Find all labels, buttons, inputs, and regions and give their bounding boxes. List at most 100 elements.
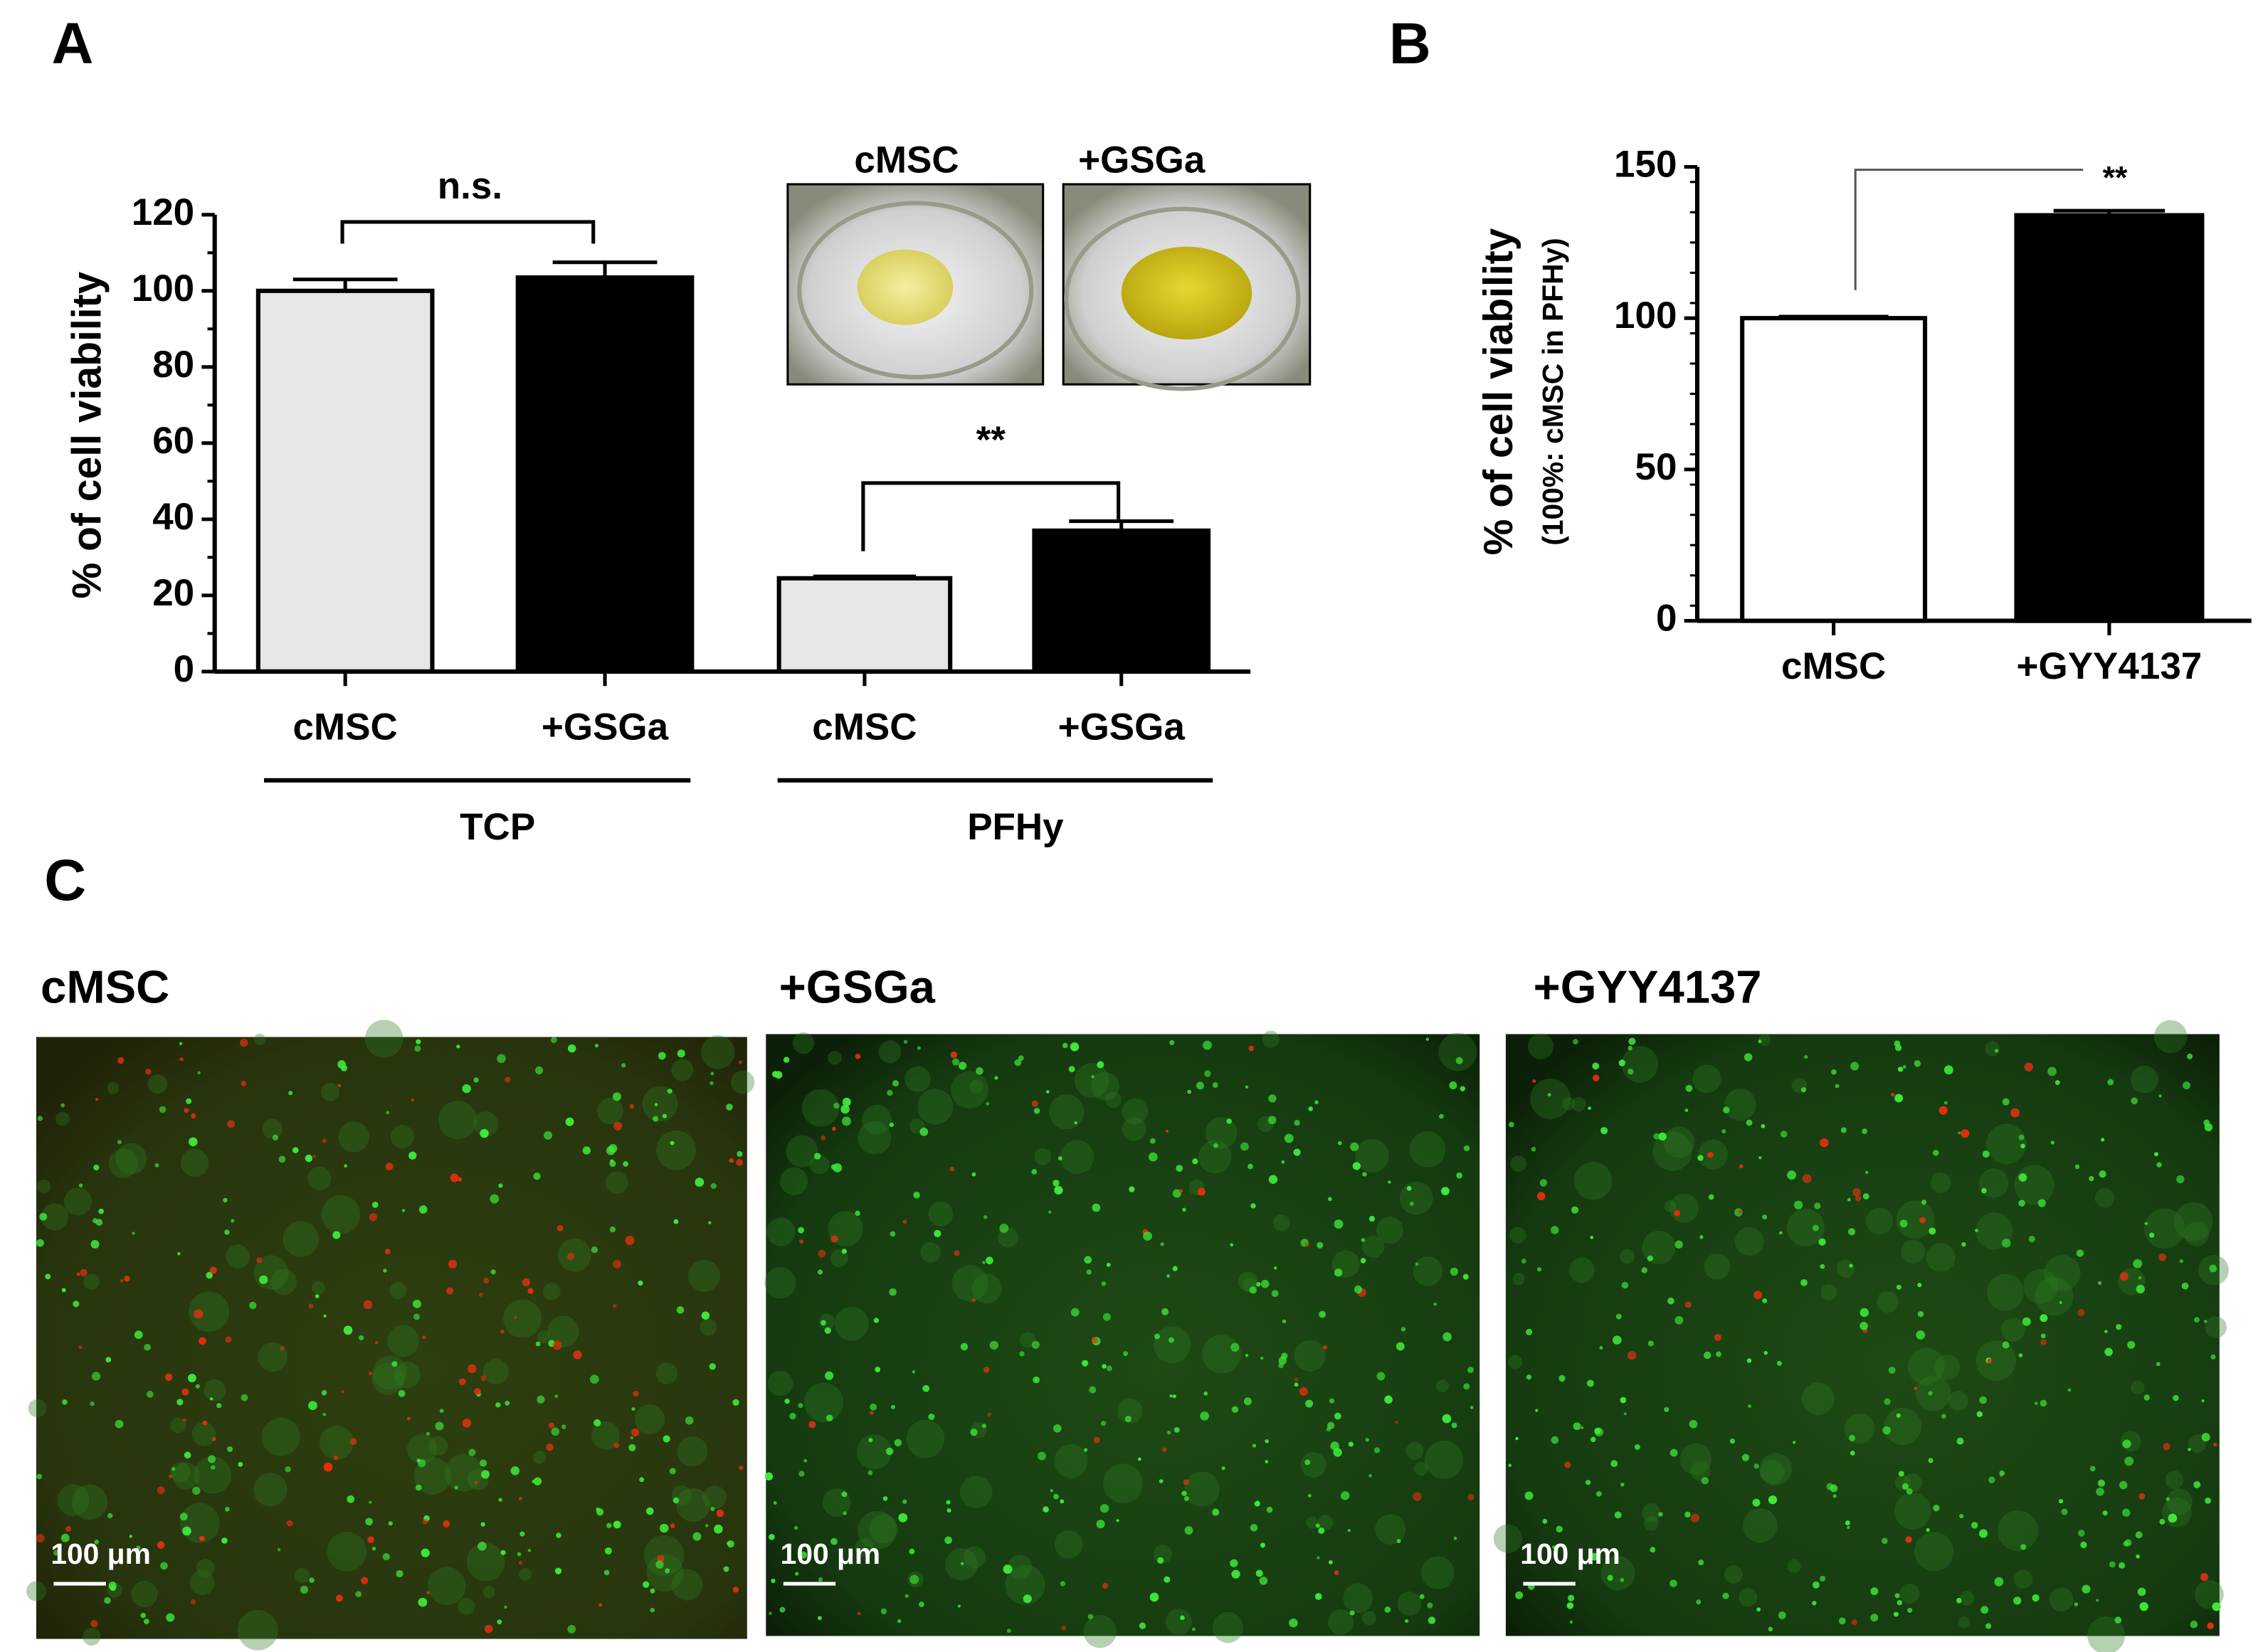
live-cell: [1768, 1626, 1773, 1632]
blur-cell: [917, 1089, 954, 1125]
live-cell: [2102, 1510, 2108, 1516]
live-cell: [1082, 1360, 1089, 1367]
blur-cell: [596, 1097, 624, 1125]
live-cell: [1896, 1413, 1901, 1418]
live-cell: [814, 1153, 821, 1160]
live-cell: [1406, 1186, 1412, 1191]
blur-cell: [1837, 1259, 1855, 1278]
blur-cell: [547, 1315, 579, 1347]
blur-cell: [1049, 1094, 1085, 1130]
dead-cell: [1165, 1129, 1169, 1133]
live-cell: [784, 1398, 790, 1404]
live-cell: [976, 1067, 983, 1075]
dead-cell: [190, 1599, 196, 1605]
live-cell: [1850, 1061, 1860, 1071]
dead-cell: [1938, 1106, 1948, 1115]
live-cell: [1894, 1094, 1904, 1103]
blur-cell: [2144, 1208, 2185, 1249]
live-cell: [347, 1495, 355, 1503]
live-cell: [1107, 1365, 1112, 1372]
live-cell: [669, 1468, 676, 1475]
y-tick-label: 0: [1656, 598, 1677, 640]
dead-cell: [1334, 1570, 1339, 1575]
dead-cell: [225, 1336, 232, 1343]
live-cell: [462, 1084, 471, 1094]
y-tick-label: 80: [152, 344, 194, 386]
live-cell: [892, 1080, 899, 1087]
live-cell: [343, 1325, 353, 1335]
live-cell: [825, 1414, 833, 1421]
blur-cell: [671, 1569, 703, 1601]
micrograph: [1493, 1020, 2229, 1652]
live-cell: [764, 1472, 774, 1481]
live-cell: [308, 1401, 317, 1410]
live-cell: [1441, 1187, 1450, 1196]
blur-cell: [180, 1148, 209, 1177]
live-cell: [1978, 1529, 1988, 1538]
live-cell: [2018, 1173, 2027, 1182]
dead-cell: [625, 1236, 635, 1246]
live-cell: [1043, 1506, 1049, 1513]
live-cell: [1084, 1448, 1088, 1452]
live-cell: [1581, 1426, 1584, 1429]
live-cell: [840, 1104, 850, 1114]
live-cell: [2028, 1235, 2035, 1243]
blur-cell: [63, 1187, 93, 1216]
dead-cell: [426, 1591, 430, 1594]
live-cell: [323, 1314, 327, 1318]
live-cell: [277, 1547, 281, 1552]
live-cell: [2143, 1394, 2150, 1401]
blur-cell: [1600, 1556, 1635, 1591]
live-cell: [1835, 1084, 1840, 1089]
live-cell: [1037, 1451, 1046, 1461]
dead-cell: [1852, 1188, 1861, 1197]
blur-cell: [1343, 1583, 1373, 1614]
live-cell: [2074, 1164, 2080, 1170]
live-cell: [171, 1466, 176, 1471]
live-cell: [1697, 1155, 1704, 1161]
live-cell: [769, 1534, 775, 1540]
live-cell: [62, 1399, 68, 1405]
live-cell: [1400, 1327, 1406, 1332]
live-cell: [1847, 1525, 1850, 1530]
live-cell: [2158, 1094, 2162, 1098]
live-cell: [1172, 1266, 1178, 1271]
micrograph-bg: [766, 1034, 1480, 1636]
live-cell: [1650, 1547, 1656, 1553]
blur-cell: [1571, 1096, 1586, 1112]
live-cell: [825, 1371, 834, 1380]
live-cell: [799, 1551, 807, 1559]
live-cell: [1212, 1082, 1218, 1089]
live-cell: [396, 1569, 403, 1578]
blur-cell: [642, 1086, 678, 1122]
blur-cell: [766, 1217, 796, 1246]
live-cell: [1830, 1484, 1838, 1493]
blur-cell: [321, 1195, 361, 1234]
dead-cell: [95, 1098, 99, 1101]
live-cell: [2176, 1175, 2185, 1184]
live-cell: [779, 1606, 786, 1613]
blur-cell: [834, 1306, 869, 1341]
dead-cell: [422, 1518, 428, 1525]
live-cell: [60, 1103, 65, 1108]
dead-cell: [474, 1387, 481, 1395]
dead-cell: [411, 1098, 415, 1102]
live-cell: [2190, 1620, 2198, 1629]
blur-cell: [1054, 1530, 1083, 1559]
blur-cell: [1019, 1332, 1036, 1348]
dead-cell: [256, 1257, 263, 1264]
live-cell: [1157, 1557, 1164, 1564]
dead-cell: [484, 1624, 493, 1634]
live-cell: [1268, 1094, 1277, 1103]
blur-cell: [444, 1454, 482, 1492]
blur-cell: [1786, 1208, 1825, 1246]
live-cell: [1689, 1419, 1698, 1429]
live-cell: [1023, 1594, 1032, 1604]
live-cell: [1349, 1610, 1355, 1616]
live-cell: [1840, 1127, 1847, 1133]
blur-cell: [387, 1325, 419, 1357]
live-cell: [1898, 1471, 1904, 1477]
live-cell: [1070, 1042, 1080, 1052]
live-cell: [1653, 1133, 1660, 1140]
blur-cell: [1198, 1140, 1232, 1174]
